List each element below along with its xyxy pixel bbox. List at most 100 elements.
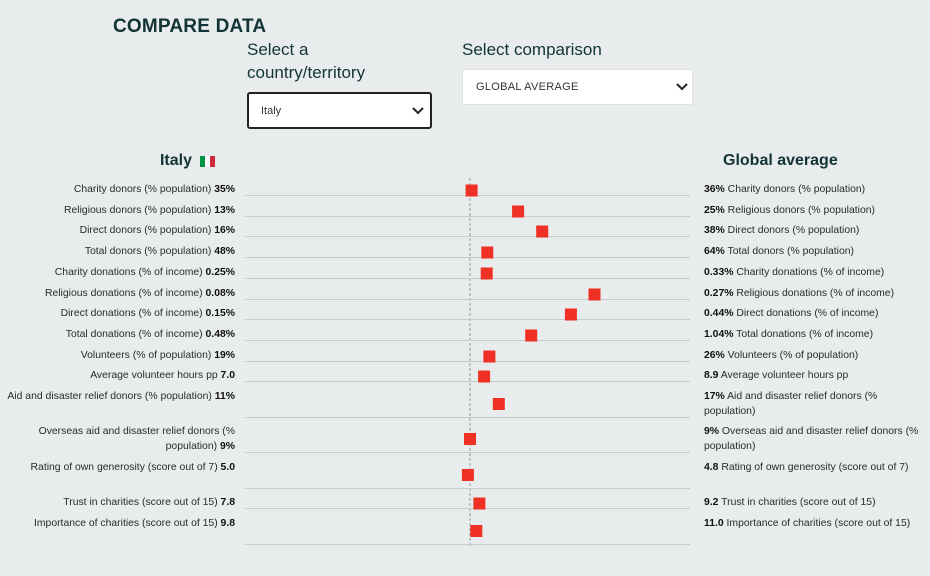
country-value: 9% — [219, 441, 235, 452]
country-metric-label: Overseas aid and disaster relief donors … — [5, 424, 235, 454]
country-value: 7.8 — [220, 497, 235, 508]
metric-name: Overseas aid and disaster relief donors … — [38, 426, 235, 452]
data-marker — [470, 525, 483, 537]
metric-name: Average volunteer hours pp — [718, 370, 849, 381]
metric-name: Direct donations (% of income) — [733, 308, 879, 319]
country-metric-label: Direct donations (% of income) 0.15% — [5, 306, 235, 321]
global-value: 26% — [704, 350, 725, 361]
data-marker — [492, 398, 505, 410]
country-select-label: Select a country/territory — [247, 40, 366, 82]
country-metric-label: Trust in charities (score out of 15) 7.8 — [5, 495, 235, 510]
data-marker — [464, 433, 476, 445]
data-marker — [465, 184, 478, 197]
data-marker — [536, 225, 549, 238]
global-value: 0.33% — [704, 267, 734, 278]
country-metric-label: Religious donors (% population) 13% — [5, 203, 235, 218]
country-metric-label: Aid and disaster relief donors (% popula… — [5, 389, 235, 404]
global-value: 36% — [704, 184, 725, 195]
country-value: 16% — [214, 225, 235, 236]
metric-name: Aid and disaster relief donors (% popula… — [704, 391, 878, 417]
metric-name: Rating of own generosity (score out of 7… — [718, 462, 909, 473]
country-metric-label: Charity donors (% population) 35% — [5, 182, 235, 197]
metric-name: Total donors (% population) — [724, 246, 854, 257]
metric-name: Rating of own generosity (score out of 7… — [30, 462, 221, 473]
chevron-down-icon — [676, 80, 688, 94]
global-value: 11.0 — [704, 518, 724, 529]
data-marker — [461, 469, 474, 481]
country-value: 7.0 — [220, 370, 235, 381]
global-metric-label: 64% Total donors (% population) — [704, 244, 919, 259]
global-value: 4.8 — [704, 462, 719, 473]
chevron-down-icon — [412, 104, 424, 118]
metric-name: Total donations (% of income) — [733, 329, 874, 340]
country-metric-label: Rating of own generosity (score out of 7… — [5, 460, 235, 475]
country-metric-label: Average volunteer hours pp 7.0 — [5, 368, 235, 383]
metric-name: Religious donations (% of income) — [733, 288, 895, 299]
global-value: 9.2 — [704, 497, 719, 508]
country-value: 11% — [214, 391, 235, 402]
global-metric-label: 0.44% Direct donations (% of income) — [704, 306, 919, 321]
global-metric-label: 25% Religious donors (% population) — [704, 203, 919, 218]
global-value: 1.04% — [704, 329, 734, 340]
data-marker — [588, 288, 601, 301]
country-value: 13% — [214, 205, 235, 216]
data-marker — [480, 267, 493, 280]
metric-name: Aid and disaster relief donors (% popula… — [7, 391, 215, 402]
country-metric-label: Direct donors (% population) 16% — [5, 223, 235, 238]
global-value: 25% — [704, 205, 725, 216]
comparison-heading: Global average — [723, 152, 838, 169]
global-value: 0.44% — [704, 308, 734, 319]
data-marker — [483, 350, 496, 363]
country-metric-label: Importance of charities (score out of 15… — [5, 516, 235, 531]
data-marker — [525, 329, 538, 342]
data-marker — [473, 497, 486, 510]
metric-name: Overseas aid and disaster relief donors … — [704, 426, 919, 452]
global-metric-label: 1.04% Total donations (% of income) — [704, 327, 919, 342]
metric-name: Religious donations (% of income) — [44, 288, 206, 299]
country-metric-label: Total donations (% of income) 0.48% — [5, 327, 235, 342]
global-metric-label: 0.27% Religious donations (% of income) — [704, 286, 919, 301]
global-metric-label: 4.8 Rating of own generosity (score out … — [704, 460, 919, 475]
page-title: COMPARE DATA — [113, 16, 267, 37]
global-metric-label: 26% Volunteers (% of population) — [704, 348, 919, 363]
global-metric-label: 9% Overseas aid and disaster relief dono… — [704, 424, 919, 454]
data-marker — [564, 308, 577, 321]
global-metric-label: 38% Direct donors (% population) — [704, 223, 919, 238]
country-value: 5.0 — [220, 462, 235, 473]
global-value: 8.9 — [704, 370, 719, 381]
country-heading-label: Italy — [159, 152, 192, 169]
data-marker — [481, 246, 494, 259]
country-value: 0.15% — [205, 308, 235, 319]
global-value: 64% — [704, 246, 725, 257]
metric-name: Direct donors (% population) — [724, 225, 860, 236]
metric-name: Trust in charities (score out of 15) — [718, 497, 876, 508]
global-metric-label: 36% Charity donors (% population) — [704, 182, 919, 197]
metric-name: Trust in charities (score out of 15) — [63, 497, 221, 508]
country-metric-label: Volunteers (% of population) 19% — [5, 348, 235, 363]
global-metric-label: 8.9 Average volunteer hours pp — [704, 368, 919, 383]
comparison-select-value: GLOBAL AVERAGE — [476, 81, 579, 93]
country-select[interactable]: Italy — [247, 92, 432, 129]
country-metric-label: Total donors (% population) 48% — [5, 244, 235, 259]
country-value: 19% — [214, 350, 235, 361]
global-value: 17% — [704, 391, 725, 402]
metric-name: Total donations (% of income) — [65, 329, 206, 340]
country-value: 0.48% — [205, 329, 235, 340]
metric-name: Total donors (% population) — [84, 246, 215, 257]
comparison-select[interactable]: GLOBAL AVERAGE — [462, 69, 693, 105]
global-metric-label: 0.33% Charity donations (% of income) — [704, 265, 919, 280]
global-value: 0.27% — [704, 288, 734, 299]
country-value: 0.25% — [205, 267, 235, 278]
metric-name: Importance of charities (score out of 15… — [723, 518, 911, 529]
metric-name: Importance of charities (score out of 15… — [34, 518, 221, 529]
metric-name: Volunteers (% of population) — [80, 350, 215, 361]
metric-name: Charity donations (% of income) — [54, 267, 206, 278]
country-value: 48% — [214, 246, 235, 257]
global-value: 38% — [704, 225, 725, 236]
metric-name: Charity donors (% population) — [73, 184, 215, 195]
data-marker — [512, 205, 525, 218]
country-value: 35% — [214, 184, 235, 195]
metric-name: Religious donors (% population) — [64, 205, 215, 216]
italy-flag-icon — [200, 155, 215, 167]
